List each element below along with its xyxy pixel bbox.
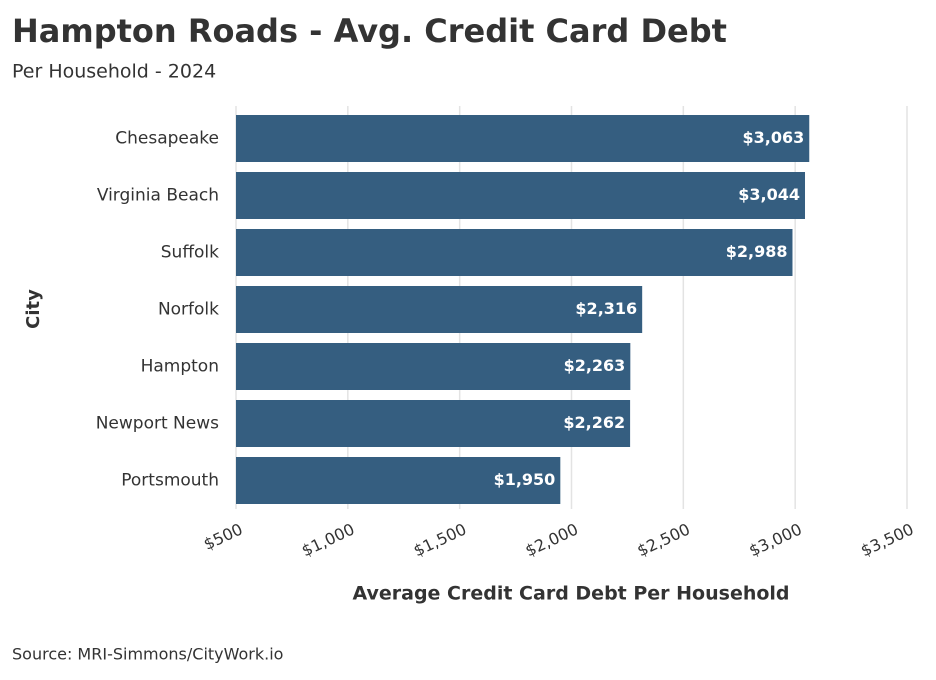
y-tick-label: Newport News — [96, 414, 219, 434]
x-axis-title: Average Credit Card Debt Per Household — [352, 583, 789, 605]
bar — [236, 172, 806, 219]
bar — [236, 115, 810, 162]
x-tick-label: $2,500 — [634, 519, 693, 560]
value-label: $2,316 — [575, 299, 637, 318]
y-tick-label: Portsmouth — [121, 471, 219, 491]
value-label: $3,044 — [738, 185, 800, 204]
value-label: $2,263 — [564, 356, 626, 375]
bar — [236, 229, 793, 276]
y-tick-label: Virginia Beach — [97, 186, 219, 206]
value-label: $2,262 — [563, 413, 625, 432]
source-note: Source: MRI-Simmons/CityWork.io — [12, 645, 283, 664]
x-tick-label: $2,000 — [522, 519, 581, 560]
y-tick-label: Suffolk — [161, 243, 219, 263]
chart-title: Hampton Roads - Avg. Credit Card Debt — [12, 12, 727, 50]
value-label: $1,950 — [494, 470, 556, 489]
x-tick-label: $500 — [201, 519, 246, 553]
bar — [236, 286, 643, 333]
bar — [236, 400, 631, 447]
value-label: $2,988 — [726, 242, 788, 261]
value-label: $3,063 — [743, 128, 805, 147]
y-tick-label: Hampton — [141, 357, 219, 377]
y-tick-label: Norfolk — [158, 300, 219, 320]
x-tick-label: $3,000 — [746, 519, 805, 560]
y-tick-label: Chesapeake — [115, 129, 219, 149]
x-tick-label: $1,500 — [410, 519, 469, 560]
bar — [236, 457, 561, 504]
x-tick-label: $3,500 — [858, 519, 917, 560]
y-axis-title: City — [23, 289, 44, 329]
x-tick-label: $1,000 — [299, 519, 358, 560]
chart-subtitle: Per Household - 2024 — [12, 61, 216, 83]
bar — [236, 343, 631, 390]
